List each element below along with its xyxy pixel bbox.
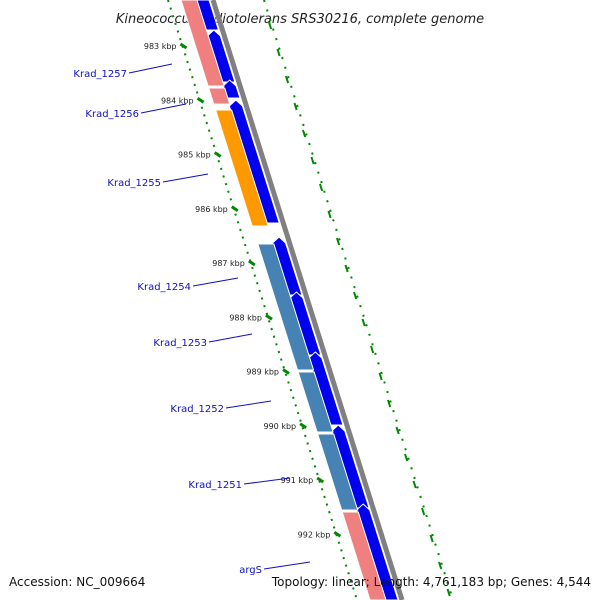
outer-tick-dash: [284, 75, 290, 84]
gene-band: [297, 371, 334, 433]
forward-cds-arrow: [195, 0, 220, 31]
tick-label: 986 kbp: [195, 205, 228, 214]
tick-label: 992 kbp: [298, 530, 331, 539]
outer-tick-dash: [446, 588, 451, 597]
gene-label: argS: [239, 565, 262, 576]
gene-band: [317, 433, 359, 511]
gene-leader-line: [162, 173, 209, 183]
outer-tick-dash: [404, 453, 409, 462]
outer-tick-dash: [276, 48, 281, 57]
outer-tick-dash: [267, 21, 273, 30]
tick-mark: [179, 42, 188, 50]
gene-leader-line: [192, 277, 239, 287]
tick-label: 989 kbp: [246, 368, 279, 377]
outer-tick-dash: [301, 129, 307, 138]
tick-label: 985 kbp: [178, 151, 211, 160]
tick-mark: [213, 151, 222, 158]
outer-tick-dash: [429, 534, 434, 543]
tick-mark: [333, 531, 342, 538]
tick-mark: [316, 476, 325, 484]
tick-mark: [282, 368, 290, 375]
inner-dotted-line: [167, 0, 358, 600]
tick-mark: [230, 205, 239, 212]
tick-label: 991 kbp: [281, 476, 314, 485]
gene-band: [214, 109, 269, 227]
gene-leader-line: [263, 561, 311, 570]
outer-tick-dash: [344, 264, 349, 273]
outer-tick-dash: [378, 372, 383, 381]
gene-leader-line: [208, 333, 253, 343]
outer-tick-dash: [293, 102, 298, 111]
outer-tick-dash: [336, 237, 341, 246]
tick-label: 983 kbp: [144, 42, 177, 51]
gene-leader-line: [225, 400, 272, 409]
outer-tick-dash: [421, 507, 426, 516]
tick-mark: [248, 259, 256, 267]
gene-leader-line: [243, 477, 291, 485]
tick-mark: [299, 422, 307, 429]
gene-band: [341, 511, 387, 600]
tick-label: 987 kbp: [212, 259, 245, 268]
gene-leader-line: [128, 63, 173, 74]
gene-band: [257, 243, 315, 371]
gene-leader-line: [140, 103, 187, 114]
gene-label: Krad_1257: [73, 69, 127, 80]
outer-tick-dash: [370, 345, 375, 354]
gene-label: Krad_1251: [188, 480, 242, 491]
outer-tick-dash: [412, 480, 417, 489]
outer-tick-dash: [395, 426, 400, 435]
outer-tick-dash: [353, 291, 358, 300]
axis-line: [210, 0, 405, 600]
accession-text: Accession: NC_009664: [9, 575, 146, 589]
outer-tick-dash: [319, 183, 324, 192]
gene-band: [208, 87, 231, 105]
outer-tick-dash: [387, 399, 392, 408]
gene-label: Krad_1253: [153, 338, 207, 349]
tick-label: 988 kbp: [229, 313, 262, 322]
gene-label: Krad_1252: [170, 404, 224, 415]
outer-tick-dash: [327, 210, 332, 219]
tick-mark: [265, 314, 273, 321]
genome-summary-text: Topology: linear; Length: 4,761,183 bp; …: [271, 575, 591, 589]
outer-tick-dash: [361, 318, 366, 327]
gene-band: [180, 0, 225, 87]
gene-label: Krad_1254: [137, 282, 191, 293]
tick-label: 990 kbp: [264, 422, 297, 431]
forward-cds-arrow: [228, 99, 280, 224]
map-title: Kineococcus radiotolerans SRS30216, comp…: [116, 12, 484, 27]
outer-tick-dash: [438, 561, 443, 570]
gene-label: Krad_1255: [107, 178, 161, 189]
gene-label: Krad_1256: [85, 109, 139, 120]
tick-mark: [196, 97, 205, 104]
tick-label: 984 kbp: [161, 96, 194, 105]
outer-tick-dash: [310, 156, 315, 165]
